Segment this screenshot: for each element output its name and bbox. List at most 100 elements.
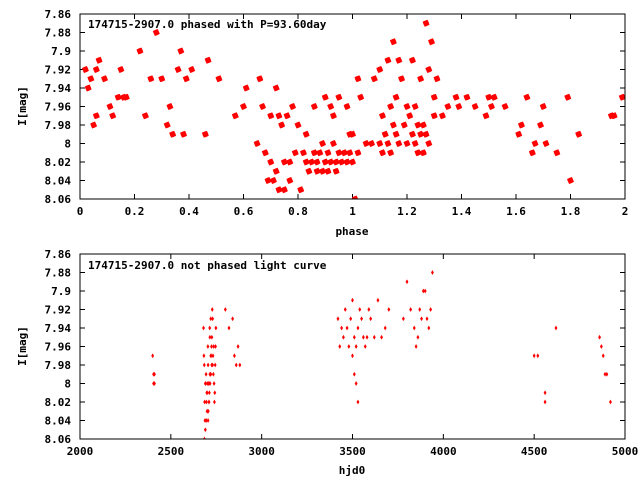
x-tick-label: 0 <box>77 205 84 218</box>
data-point <box>209 316 213 322</box>
data-point <box>383 325 387 331</box>
data-point <box>392 93 400 101</box>
data-point <box>515 130 523 138</box>
data-point <box>362 139 370 148</box>
data-point <box>381 130 389 138</box>
data-point <box>238 362 242 368</box>
data-point <box>428 38 436 46</box>
data-point <box>335 93 343 101</box>
data-point <box>280 158 288 166</box>
data-point <box>210 334 214 340</box>
data-point <box>414 344 418 349</box>
data-point <box>575 130 583 138</box>
x-tick-label: 0.4 <box>179 205 199 218</box>
data-point <box>423 288 427 294</box>
data-point <box>389 121 397 129</box>
x-tick-label: 0.6 <box>234 205 254 218</box>
data-point <box>361 334 365 340</box>
y-tick-label: 7.98 <box>45 119 72 132</box>
data-point <box>208 334 212 340</box>
unphased-chart-title: 174715-2907.0 not phased light curve <box>88 259 327 272</box>
data-point <box>395 56 403 64</box>
phased-chart-title: 174715-2907.0 phased with P=93.60day <box>88 18 327 31</box>
x-tick-label: 1.2 <box>397 205 417 218</box>
data-point <box>206 362 210 368</box>
data-point <box>346 149 354 157</box>
x-tick-label: 4500 <box>521 445 548 458</box>
data-point <box>378 149 386 157</box>
data-point <box>471 102 479 111</box>
data-point <box>425 65 433 74</box>
data-point <box>420 316 423 322</box>
data-point <box>384 139 392 148</box>
phased-chart-ticks: 0 0.2 0.4 0.6 0.8 1 1.2 1.4 1.6 1.8 2 7.86 7.88 7.9 7.… <box>45 8 629 218</box>
data-point <box>310 102 318 111</box>
data-point <box>294 121 302 129</box>
data-point <box>564 93 572 101</box>
data-point <box>387 102 395 111</box>
y-tick-label: 7.92 <box>45 64 72 77</box>
data-point <box>152 28 160 37</box>
data-point <box>106 102 114 111</box>
data-point <box>369 316 373 322</box>
data-point <box>332 158 340 166</box>
data-point <box>232 353 236 359</box>
data-point <box>203 399 207 405</box>
data-point <box>321 158 329 166</box>
data-point <box>537 121 545 129</box>
y-tick-label: 8 <box>64 378 71 391</box>
data-point <box>283 112 291 120</box>
data-point <box>231 316 235 322</box>
data-point <box>376 65 384 74</box>
data-point <box>378 112 386 120</box>
data-point <box>536 353 540 359</box>
data-point <box>213 390 217 396</box>
data-point <box>211 362 215 368</box>
x-tick-label: 4000 <box>430 445 457 458</box>
data-point <box>523 93 531 101</box>
y-tick-label: 8.06 <box>45 193 72 206</box>
data-point <box>352 371 356 377</box>
data-point <box>275 112 283 120</box>
data-point <box>417 130 425 138</box>
y-tick-label: 7.86 <box>45 8 72 21</box>
data-point <box>425 316 429 322</box>
data-point <box>363 344 367 349</box>
data-point <box>348 130 357 138</box>
data-point <box>411 139 419 148</box>
data-point <box>618 93 625 101</box>
data-point <box>223 307 227 312</box>
data-point <box>109 112 117 120</box>
data-point <box>376 139 384 148</box>
data-point <box>539 102 547 111</box>
data-point <box>599 344 603 349</box>
data-point <box>400 121 408 129</box>
data-point <box>349 316 353 322</box>
data-point <box>174 65 182 74</box>
y-tick-label: 8.06 <box>45 433 72 446</box>
data-point <box>335 149 343 157</box>
data-point <box>319 139 327 148</box>
data-point <box>289 102 296 111</box>
data-point <box>416 334 420 340</box>
data-point <box>202 362 206 368</box>
x-tick-label: 1.4 <box>452 205 472 218</box>
phased-chart-points <box>82 19 625 199</box>
data-point <box>207 381 211 386</box>
data-point <box>501 102 509 111</box>
data-point <box>414 149 422 157</box>
data-point <box>136 47 144 55</box>
data-point <box>341 334 345 340</box>
data-point <box>347 344 351 349</box>
data-point <box>231 112 239 120</box>
data-point <box>610 112 618 120</box>
data-point <box>485 93 493 101</box>
data-point <box>211 353 215 359</box>
data-point <box>242 84 250 92</box>
data-point <box>204 56 212 64</box>
data-point <box>101 75 109 83</box>
data-point <box>212 344 216 349</box>
data-point <box>603 371 607 377</box>
data-point <box>554 325 558 331</box>
